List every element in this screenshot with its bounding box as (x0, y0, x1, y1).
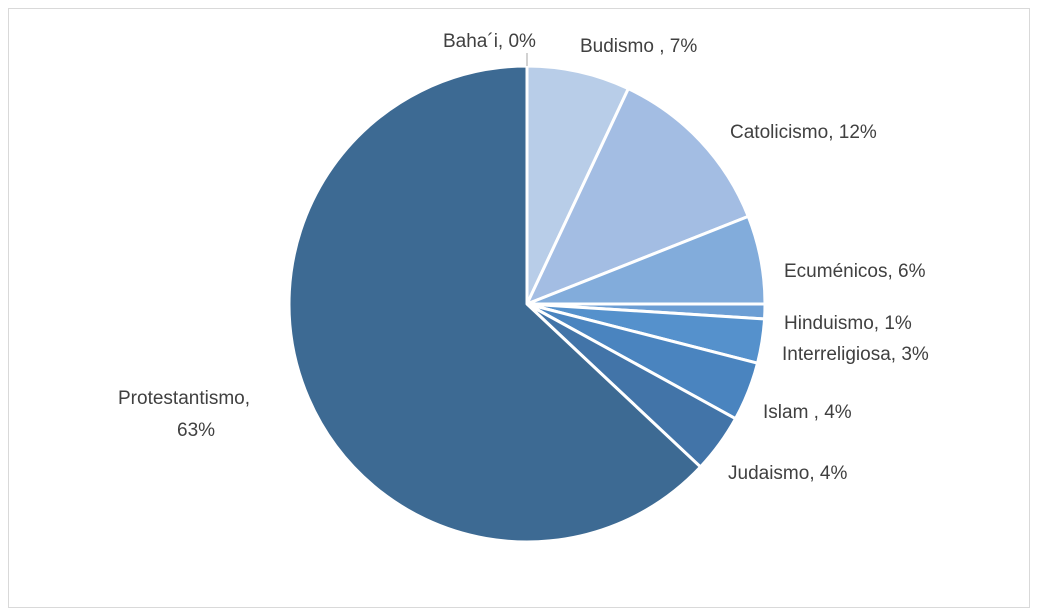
label-hinduismo: Hinduismo, 1% (784, 313, 912, 334)
label-budismo: Budismo , 7% (580, 36, 697, 57)
label-protestantismo-line2: 63% (177, 420, 215, 441)
slice-budismo (525, 64, 630, 306)
label-ecumenicos: Ecuménicos, 6% (784, 261, 926, 282)
slice-protestantismo (287, 64, 702, 544)
slice-catolicismo (525, 87, 750, 306)
data-labels: Baha´i, 0% Budismo , 7% Catolicismo, 12%… (118, 31, 929, 484)
label-bahai: Baha´i, 0% (443, 31, 536, 52)
label-protestantismo-line1: Protestantismo, (118, 388, 250, 409)
label-catolicismo: Catolicismo, 12% (730, 122, 877, 143)
pie-slices (287, 64, 767, 544)
label-islam: Islam , 4% (763, 402, 852, 423)
label-judaismo: Judaismo, 4% (728, 463, 847, 484)
label-interreligiosa: Interreligiosa, 3% (782, 344, 929, 365)
